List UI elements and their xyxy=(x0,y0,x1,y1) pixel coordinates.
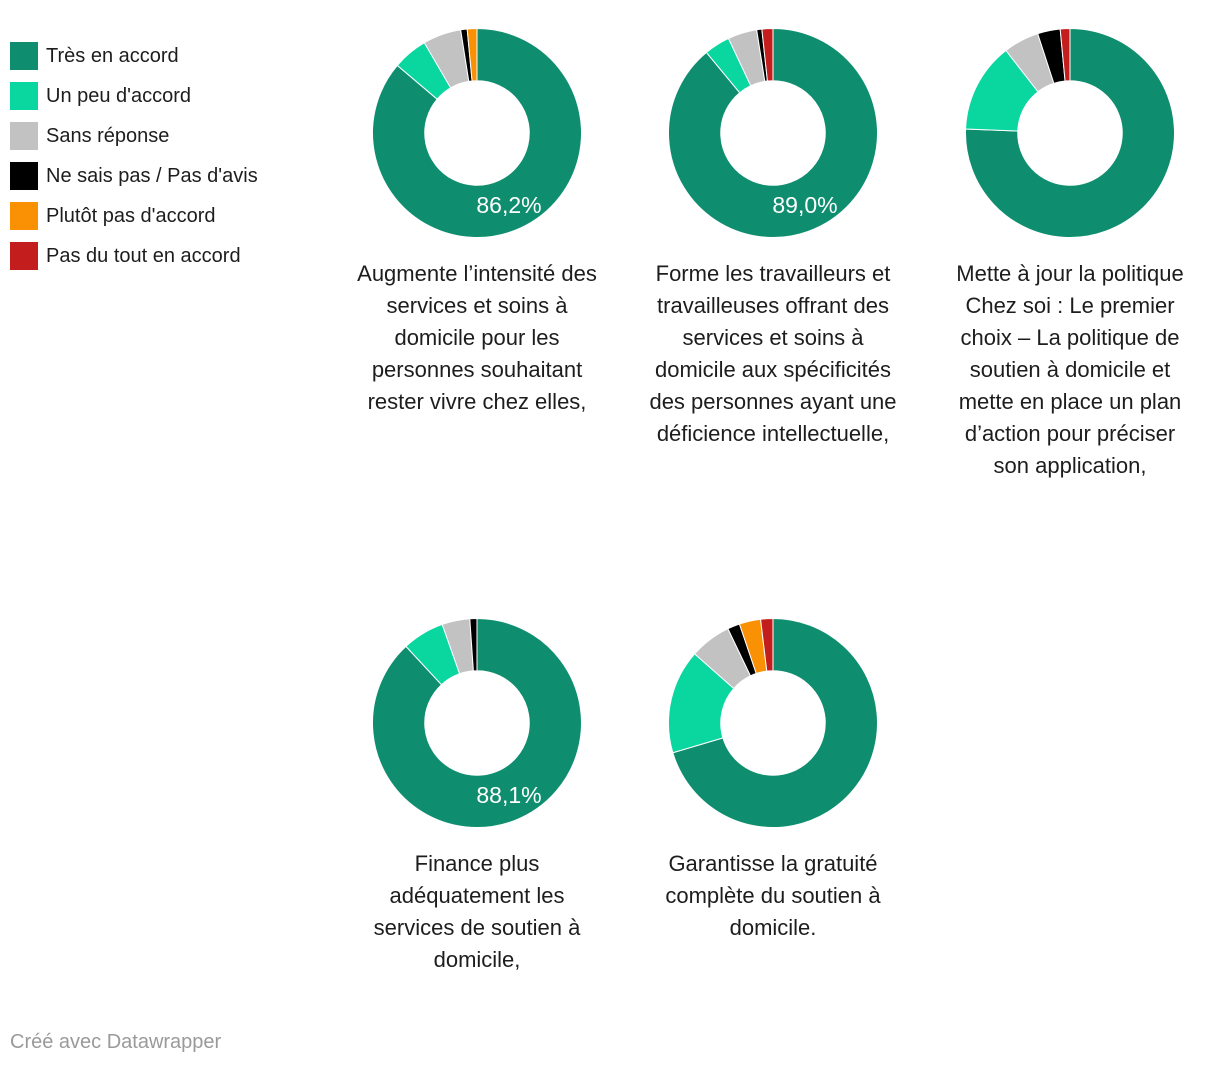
slice-percentage-label: 89,0% xyxy=(772,192,837,218)
slice-percentage-label: 86,2% xyxy=(476,192,541,218)
donut-chart: 86,2% xyxy=(372,28,582,238)
pie-slice xyxy=(466,28,478,82)
pie-slice xyxy=(372,618,582,828)
legend-label: Sans réponse xyxy=(46,125,170,147)
legend-label: Un peu d'accord xyxy=(46,85,192,107)
donut-chart: 89,0% xyxy=(668,28,878,238)
donut-chart xyxy=(668,618,878,828)
slice-percentage-label: 88,1% xyxy=(476,782,541,808)
donut-chart-group: 88,1% Finance plus adéquatement les serv… xyxy=(347,618,607,976)
donut-chart-group: Mette à jour la politique Chez soi : Le … xyxy=(940,28,1200,482)
pie-slice xyxy=(1059,28,1071,82)
legend-label: Pas du tout en accord xyxy=(46,245,241,267)
donut-chart: 88,1% xyxy=(372,618,582,828)
chart-title: Forme les travailleurs et travailleuses … xyxy=(649,261,897,446)
legend-swatch xyxy=(10,42,38,70)
pie-slice xyxy=(965,28,1175,238)
legend-item: Plutôt pas d'accord xyxy=(10,202,258,230)
legend-swatch xyxy=(10,122,38,150)
donut-chart-group: 89,0% Forme les travailleurs et travaill… xyxy=(643,28,903,450)
pie-slice xyxy=(668,28,878,238)
pie-slice xyxy=(761,28,774,82)
legend-swatch xyxy=(10,202,38,230)
legend-item: Sans réponse xyxy=(10,122,258,150)
legend-swatch xyxy=(10,162,38,190)
pie-slice xyxy=(759,618,774,672)
legend-label: Plutôt pas d'accord xyxy=(46,205,216,227)
chart-title: Garantisse la gratuité complète du souti… xyxy=(665,851,881,940)
pie-slice xyxy=(469,618,478,672)
donut-chart xyxy=(965,28,1175,238)
donut-chart-group: 86,2% Augmente l’intensité des services … xyxy=(347,28,607,418)
chart-title: Augmente l’intensité des services et soi… xyxy=(357,261,597,414)
legend: Très en accord Un peu d'accord Sans répo… xyxy=(10,42,258,282)
attribution: Créé avec Datawrapper xyxy=(10,1031,222,1053)
legend-label: Très en accord xyxy=(46,45,179,67)
legend-item: Pas du tout en accord xyxy=(10,242,258,270)
legend-item: Ne sais pas / Pas d'avis xyxy=(10,162,258,190)
legend-label: Ne sais pas / Pas d'avis xyxy=(46,165,258,187)
donut-chart-group: Garantisse la gratuité complète du souti… xyxy=(643,618,903,944)
chart-title: Finance plus adéquatement les services d… xyxy=(373,851,581,972)
legend-item: Un peu d'accord xyxy=(10,82,258,110)
pie-slice xyxy=(672,618,878,828)
legend-swatch xyxy=(10,242,38,270)
chart-title: Mette à jour la politique Chez soi : Le … xyxy=(956,261,1184,478)
pie-slice xyxy=(372,28,582,238)
legend-item: Très en accord xyxy=(10,42,258,70)
legend-swatch xyxy=(10,82,38,110)
